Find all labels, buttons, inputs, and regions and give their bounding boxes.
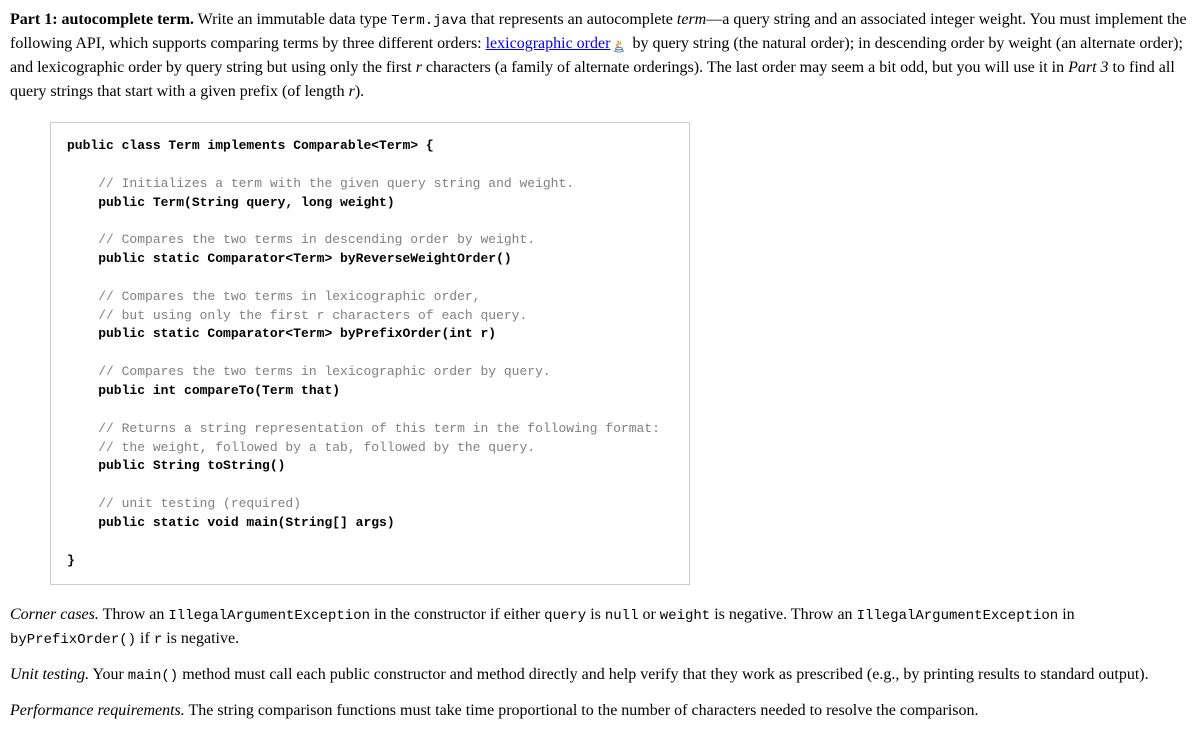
intro-text5: characters (a family of alternate orderi… bbox=[422, 59, 1068, 76]
code-comment-1: // Initializes a term with the given que… bbox=[67, 176, 574, 191]
lexicographic-order-link[interactable]: lexicographic order bbox=[486, 35, 611, 52]
corner-cases-heading: Corner cases. bbox=[10, 606, 99, 623]
code-comment-6: // unit testing (required) bbox=[67, 496, 301, 511]
code-comment-4: // Compares the two terms in lexicograph… bbox=[67, 364, 551, 379]
code-comment-5a: // Returns a string representation of th… bbox=[67, 421, 660, 436]
code-line-6: public String toString() bbox=[67, 458, 285, 473]
code-line-5: public int compareTo(Term that) bbox=[67, 383, 340, 398]
corner-t5: is negative. Throw an bbox=[710, 606, 856, 623]
code-comment-3a: // Compares the two terms in lexicograph… bbox=[67, 289, 480, 304]
corner-t1: Throw an bbox=[99, 606, 168, 623]
performance-heading: Performance requirements. bbox=[10, 702, 185, 719]
r-code: r bbox=[154, 632, 162, 648]
term-java-code: Term.java bbox=[391, 13, 467, 29]
corner-t6: in bbox=[1058, 606, 1074, 623]
api-code-block: public class Term implements Comparable<… bbox=[50, 122, 690, 585]
unit-testing-heading: Unit testing. bbox=[10, 666, 89, 683]
unit-testing-paragraph: Unit testing. Your main() method must ca… bbox=[10, 663, 1190, 687]
intro-heading: Part 1: autocomplete term. bbox=[10, 11, 194, 28]
code-line-8: } bbox=[67, 553, 75, 568]
code-line-3: public static Comparator<Term> byReverse… bbox=[67, 251, 512, 266]
intro-text2: that represents an autocomplete bbox=[467, 11, 677, 28]
iae-2: IllegalArgumentException bbox=[857, 608, 1059, 624]
intro-text7: ). bbox=[355, 83, 364, 100]
java-icon bbox=[612, 37, 626, 51]
code-line-2: public Term(String query, long weight) bbox=[67, 195, 395, 210]
corner-t7: if bbox=[136, 630, 154, 647]
corner-t2: in the constructor if either bbox=[370, 606, 544, 623]
corner-t4: or bbox=[638, 606, 659, 623]
code-comment-3b: // but using only the first r characters… bbox=[67, 308, 527, 323]
part3-ref: Part 3 bbox=[1068, 59, 1108, 76]
null-code: null bbox=[605, 608, 639, 624]
iae-1: IllegalArgumentException bbox=[168, 608, 370, 624]
performance-paragraph: Performance requirements. The string com… bbox=[10, 699, 1190, 723]
corner-t8: is negative. bbox=[162, 630, 239, 647]
main-code: main() bbox=[128, 668, 178, 684]
perf-t1: The string comparison functions must tak… bbox=[185, 702, 979, 719]
code-comment-2: // Compares the two terms in descending … bbox=[67, 232, 535, 247]
bpo-code: byPrefixOrder() bbox=[10, 632, 136, 648]
code-content: public class Term implements Comparable<… bbox=[67, 137, 673, 570]
intro-paragraph: Part 1: autocomplete term. Write an immu… bbox=[10, 8, 1190, 104]
query-code: query bbox=[544, 608, 586, 624]
unit-t2: method must call each public constructor… bbox=[178, 666, 1148, 683]
weight-code: weight bbox=[660, 608, 710, 624]
code-comment-5b: // the weight, followed by a tab, follow… bbox=[67, 440, 535, 455]
unit-t1: Your bbox=[89, 666, 128, 683]
code-line-7: public static void main(String[] args) bbox=[67, 515, 395, 530]
intro-text1: Write an immutable data type bbox=[194, 11, 391, 28]
code-line-1: public class Term implements Comparable<… bbox=[67, 138, 434, 153]
term-italic: term bbox=[677, 11, 706, 28]
corner-t3: is bbox=[586, 606, 605, 623]
corner-cases-paragraph: Corner cases. Throw an IllegalArgumentEx… bbox=[10, 603, 1190, 651]
code-line-4: public static Comparator<Term> byPrefixO… bbox=[67, 326, 496, 341]
